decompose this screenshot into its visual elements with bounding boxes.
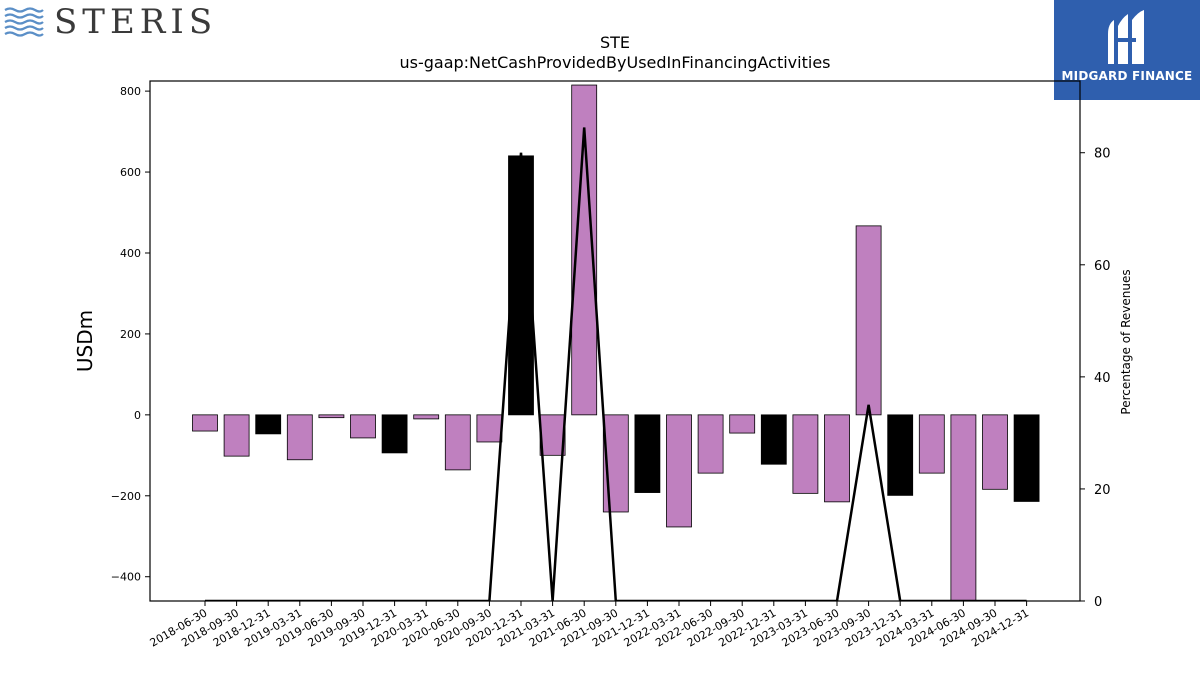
plot-frame <box>149 80 1081 602</box>
midgard-m-icon <box>1108 10 1144 64</box>
line-group <box>205 127 1027 601</box>
chart-title: STE <box>599 33 631 52</box>
bar-2022-06-30 <box>697 414 724 474</box>
bar-2019-12-31 <box>381 414 408 454</box>
y-tick-label: 200 <box>120 328 141 341</box>
bar-2022-12-31 <box>760 414 787 465</box>
y-tick-label: 0 <box>134 409 141 422</box>
bar-2024-12-31 <box>1013 414 1040 502</box>
bar-2022-03-31 <box>666 414 692 528</box>
y2-tick-label: 60 <box>1094 259 1111 274</box>
y-axis-label: USDm <box>73 310 97 372</box>
midgard-finance-logo: MIDGARD FINANCE <box>1054 0 1200 100</box>
bar-2024-03-31 <box>918 414 945 474</box>
y2-tick-label: 40 <box>1094 371 1111 386</box>
chart-subtitle: us-gaap:NetCashProvidedByUsedInFinancing… <box>399 53 831 72</box>
bar-2021-12-31 <box>634 414 661 493</box>
steris-wordmark: STERIS <box>54 2 218 42</box>
bar-2023-06-30 <box>824 414 850 503</box>
percentage-line <box>205 127 1027 601</box>
y-tick-label: −200 <box>111 490 141 503</box>
steris-logo: STERIS <box>4 4 217 40</box>
bar-2022-09-30 <box>729 414 756 434</box>
bar-2020-06-30 <box>444 414 471 471</box>
bars-group <box>192 84 1040 601</box>
waves-icon <box>4 7 44 37</box>
y-tick-label: 800 <box>120 85 141 98</box>
bar-2023-12-31 <box>887 414 914 496</box>
y-tick-label: −400 <box>111 571 141 584</box>
y-tick-label: 600 <box>120 166 141 179</box>
bar-2023-09-30 <box>855 225 882 416</box>
bar-2020-03-31 <box>413 414 440 420</box>
bar-2018-09-30 <box>223 414 250 457</box>
bar-2024-09-30 <box>982 414 1008 490</box>
midgard-wordmark: MIDGARD FINANCE <box>1061 69 1193 83</box>
y2-tick-label: 0 <box>1094 595 1102 610</box>
bar-2021-03-31 <box>539 414 566 456</box>
bar-2020-09-30 <box>476 414 503 443</box>
bar-2019-09-30 <box>350 414 376 439</box>
y2-tick-label: 20 <box>1094 483 1111 498</box>
y-tick-label: 400 <box>120 247 141 260</box>
y2-tick-label: 80 <box>1094 147 1111 162</box>
bar-2019-06-30 <box>318 414 345 419</box>
bar-2019-03-31 <box>286 414 313 461</box>
y2-axis-label: Percentage of Revenues <box>1119 269 1133 414</box>
bar-2018-12-31 <box>255 414 282 435</box>
bar-2018-06-30 <box>192 414 218 432</box>
bar-2023-03-31 <box>792 414 819 494</box>
bar-2024-06-30 <box>950 414 977 601</box>
